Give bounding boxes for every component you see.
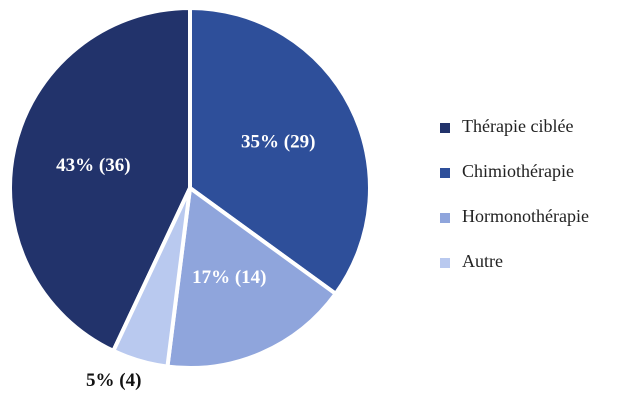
value-label: 43% (36) xyxy=(56,155,130,176)
legend-label: Chimiothérapie xyxy=(462,161,574,181)
pie-slice xyxy=(188,5,372,297)
value-label: 5% (4) xyxy=(86,370,141,391)
value-label: 35% (29) xyxy=(241,131,315,152)
legend-label: Autre xyxy=(462,251,503,271)
legend-swatch xyxy=(440,168,450,178)
legend-swatch xyxy=(440,258,450,268)
legend-label: Hormonothérapie xyxy=(462,206,589,226)
pie-slice xyxy=(165,184,339,370)
legend-swatch xyxy=(440,123,450,133)
pie-slice xyxy=(110,187,192,369)
value-label: 17% (14) xyxy=(192,267,266,288)
pie-slice xyxy=(8,5,192,354)
legend-swatch xyxy=(440,213,450,223)
legend-label: Thérapie ciblée xyxy=(462,116,573,136)
